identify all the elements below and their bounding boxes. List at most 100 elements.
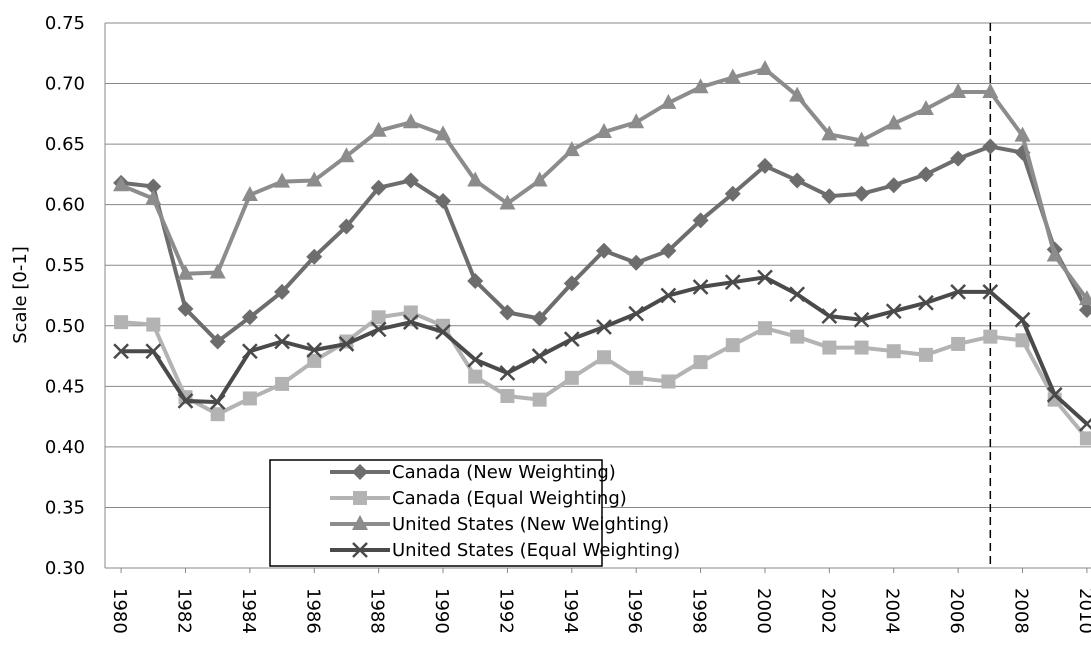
- marker: [146, 317, 161, 332]
- marker: [918, 294, 934, 311]
- marker: [757, 321, 772, 336]
- x-tick-label: 2010: [1075, 588, 1091, 634]
- marker: [370, 121, 387, 137]
- marker: [628, 254, 645, 271]
- marker: [531, 310, 548, 327]
- marker: [660, 93, 677, 109]
- marker: [241, 309, 258, 326]
- marker: [596, 123, 612, 138]
- y-tick-label: 0.40: [45, 437, 85, 458]
- marker: [661, 374, 676, 389]
- marker: [692, 78, 709, 94]
- marker: [177, 300, 194, 317]
- marker: [274, 172, 291, 188]
- x-tick-label: 2008: [1011, 588, 1032, 634]
- marker: [563, 275, 580, 292]
- marker: [982, 83, 999, 99]
- marker: [950, 150, 967, 167]
- marker: [306, 248, 323, 265]
- x-tick-label: 1992: [495, 588, 516, 634]
- series-line: [120, 310, 1089, 440]
- marker: [241, 343, 258, 360]
- x-tick-label: 1988: [367, 588, 388, 634]
- marker: [789, 86, 806, 102]
- marker: [403, 305, 418, 320]
- x-tick-label: 2006: [946, 588, 967, 634]
- marker: [853, 131, 870, 147]
- marker: [209, 263, 226, 279]
- marker: [370, 179, 387, 196]
- marker: [917, 99, 934, 115]
- marker: [435, 323, 451, 340]
- marker: [435, 125, 452, 141]
- y-tick-label: 0.70: [45, 74, 85, 95]
- y-tick-label: 0.55: [45, 255, 85, 276]
- marker: [242, 391, 257, 406]
- y-axis-label: Scale [0-1]: [10, 246, 31, 344]
- marker: [274, 333, 290, 350]
- marker: [1079, 431, 1091, 446]
- marker: [660, 287, 677, 304]
- marker: [499, 365, 516, 381]
- marker: [821, 308, 838, 324]
- marker: [402, 172, 419, 189]
- marker: [789, 172, 806, 189]
- marker: [951, 336, 966, 351]
- marker: [756, 157, 773, 174]
- marker: [370, 321, 387, 338]
- x-tick-label: 2004: [882, 588, 903, 634]
- marker: [982, 283, 999, 300]
- marker: [371, 310, 386, 325]
- marker: [1046, 246, 1063, 262]
- marker: [821, 188, 838, 205]
- series-line: [120, 67, 1089, 301]
- marker: [467, 351, 484, 368]
- marker: [114, 315, 129, 330]
- marker: [822, 340, 837, 355]
- marker: [983, 329, 998, 344]
- x-tick-label: 1998: [689, 588, 710, 634]
- marker: [338, 147, 355, 163]
- marker: [628, 113, 645, 129]
- y-tick-label: 0.45: [45, 376, 85, 397]
- marker: [563, 331, 580, 347]
- y-tick-label: 0.50: [45, 316, 85, 337]
- marker: [145, 189, 162, 205]
- marker: [693, 355, 708, 370]
- marker: [790, 329, 805, 344]
- marker: [402, 314, 419, 331]
- marker: [982, 138, 999, 155]
- marker: [1014, 311, 1031, 328]
- marker: [113, 176, 130, 192]
- marker: [468, 369, 483, 384]
- marker: [402, 113, 419, 129]
- marker: [692, 279, 709, 295]
- marker: [564, 370, 579, 385]
- y-tick-label: 0.65: [45, 134, 85, 155]
- marker: [1015, 333, 1030, 348]
- x-tick-label: 1980: [109, 588, 130, 634]
- y-tick-label: 0.35: [45, 497, 85, 518]
- marker: [209, 394, 226, 410]
- marker: [660, 242, 677, 259]
- marker: [338, 218, 355, 235]
- marker: [307, 353, 322, 368]
- legend: Canada (New Weighting) Canada (Equal Weig…: [269, 459, 680, 567]
- marker: [241, 185, 258, 201]
- x-tick-label: 2002: [817, 588, 838, 634]
- marker: [352, 515, 368, 530]
- x-tick-label: 1982: [173, 588, 194, 634]
- legend-label: Canada (Equal Weighting): [392, 488, 627, 509]
- marker: [177, 264, 194, 280]
- x-tick-label: 1990: [431, 588, 452, 634]
- marker: [306, 342, 323, 358]
- x-tick-label: 1984: [238, 588, 259, 634]
- marker: [531, 171, 548, 187]
- marker: [853, 185, 870, 202]
- marker: [821, 125, 838, 141]
- marker: [145, 178, 162, 195]
- marker: [1014, 126, 1031, 142]
- x-tick-label: 1996: [624, 588, 645, 634]
- marker: [352, 464, 368, 480]
